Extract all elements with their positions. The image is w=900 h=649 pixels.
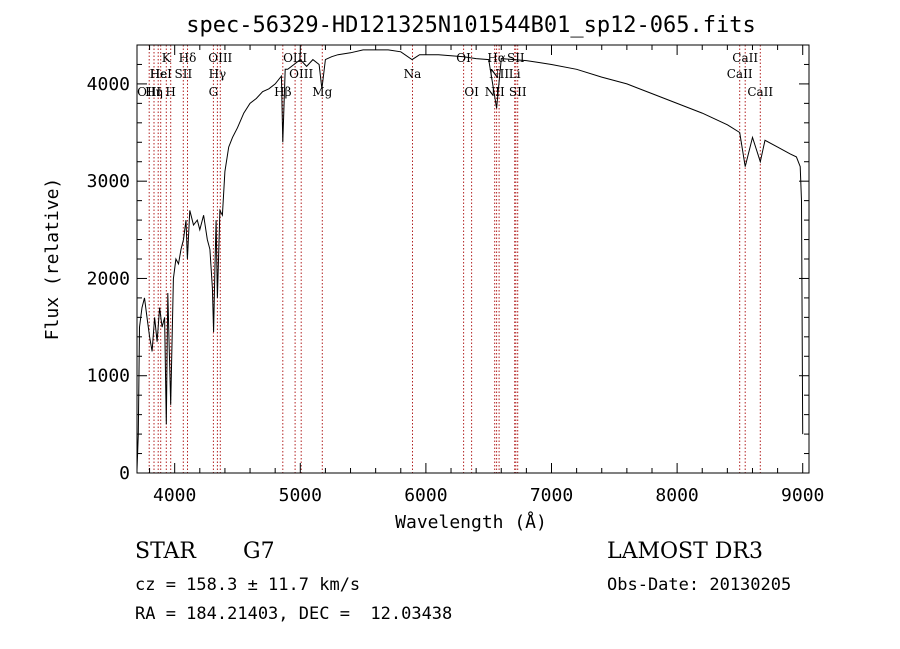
line-label-na: Na xyxy=(404,67,422,81)
line-label-oi: OI xyxy=(456,51,471,65)
survey-name: LAMOST DR3 xyxy=(607,539,763,564)
line-label-caii: CaII xyxy=(732,51,758,65)
y-tick-label: 3000 xyxy=(87,171,130,192)
line-label-nii: NII xyxy=(489,67,509,81)
spectrum-line xyxy=(136,49,804,471)
chart-title: spec-56329-HD121325N101544B01_sp12-065.f… xyxy=(186,13,756,38)
line-label-caii: CaII xyxy=(747,85,773,99)
line-label-nii: NII xyxy=(485,85,505,99)
axis-ticks xyxy=(137,44,809,474)
x-axis-label: Wavelength (Å) xyxy=(395,511,547,533)
redshift-cz: cz = 158.3 ± 11.7 km/s xyxy=(135,575,361,595)
line-label-mg: Mg xyxy=(312,85,332,99)
line-label-h: H xyxy=(165,85,175,99)
object-class: STAR xyxy=(135,539,196,564)
line-label-oiii: OIII xyxy=(137,85,161,99)
line-label-hα: Hα xyxy=(487,51,506,65)
x-tick-label: 6000 xyxy=(404,485,447,506)
spectral-line-labels: OIIIHηHεHeIKHSIIHδGHγOIIIHβOIIIOIIIMgNaO… xyxy=(137,51,773,99)
line-label-g: G xyxy=(209,85,219,99)
line-label-hη: Hη xyxy=(145,85,163,99)
plot-frame xyxy=(136,44,810,474)
y-tick-label: 0 xyxy=(119,463,130,484)
spectrum-chart: spec-56329-HD121325N101544B01_sp12-065.f… xyxy=(42,13,825,533)
x-tick-label: 4000 xyxy=(153,485,196,506)
object-subclass: G7 xyxy=(243,539,275,564)
line-label-oiii: OIII xyxy=(289,67,313,81)
line-label-sii: SII xyxy=(509,85,527,99)
axis-tick-labels: 4000 5000 6000 7000 8000 9000 0 1000 2000 3000 400… xyxy=(87,74,825,506)
x-tick-label: 8000 xyxy=(655,485,698,506)
y-tick-label: 1000 xyxy=(87,366,130,387)
y-tick-label: 2000 xyxy=(87,268,130,289)
line-label-sii: SII xyxy=(174,67,192,81)
line-label-li: Li xyxy=(509,67,521,81)
line-label-hδ: Hδ xyxy=(179,51,197,65)
line-label-oi: OI xyxy=(464,85,479,99)
line-label-hγ: Hγ xyxy=(209,67,227,81)
x-tick-label: 5000 xyxy=(279,485,322,506)
x-tick-label: 9000 xyxy=(781,485,824,506)
line-label-hε: Hε xyxy=(150,67,167,81)
observation-date: Obs-Date: 20130205 xyxy=(607,575,792,595)
line-label-oiii: OIII xyxy=(208,51,232,65)
y-axis-label: Flux (relative) xyxy=(42,178,63,341)
line-label-hei: HeI xyxy=(150,67,173,81)
line-label-hβ: Hβ xyxy=(274,85,291,99)
line-label-oiii: OIII xyxy=(283,51,307,65)
y-tick-label: 4000 xyxy=(87,74,130,95)
ra-dec-coordinates: RA = 184.21403, DEC = 12.03438 xyxy=(135,604,453,624)
line-label-k: K xyxy=(162,51,172,65)
x-tick-label: 7000 xyxy=(530,485,573,506)
spectral-line-markers xyxy=(148,45,761,473)
line-label-sii: SII xyxy=(507,51,525,65)
line-label-caii: CaII xyxy=(727,67,753,81)
